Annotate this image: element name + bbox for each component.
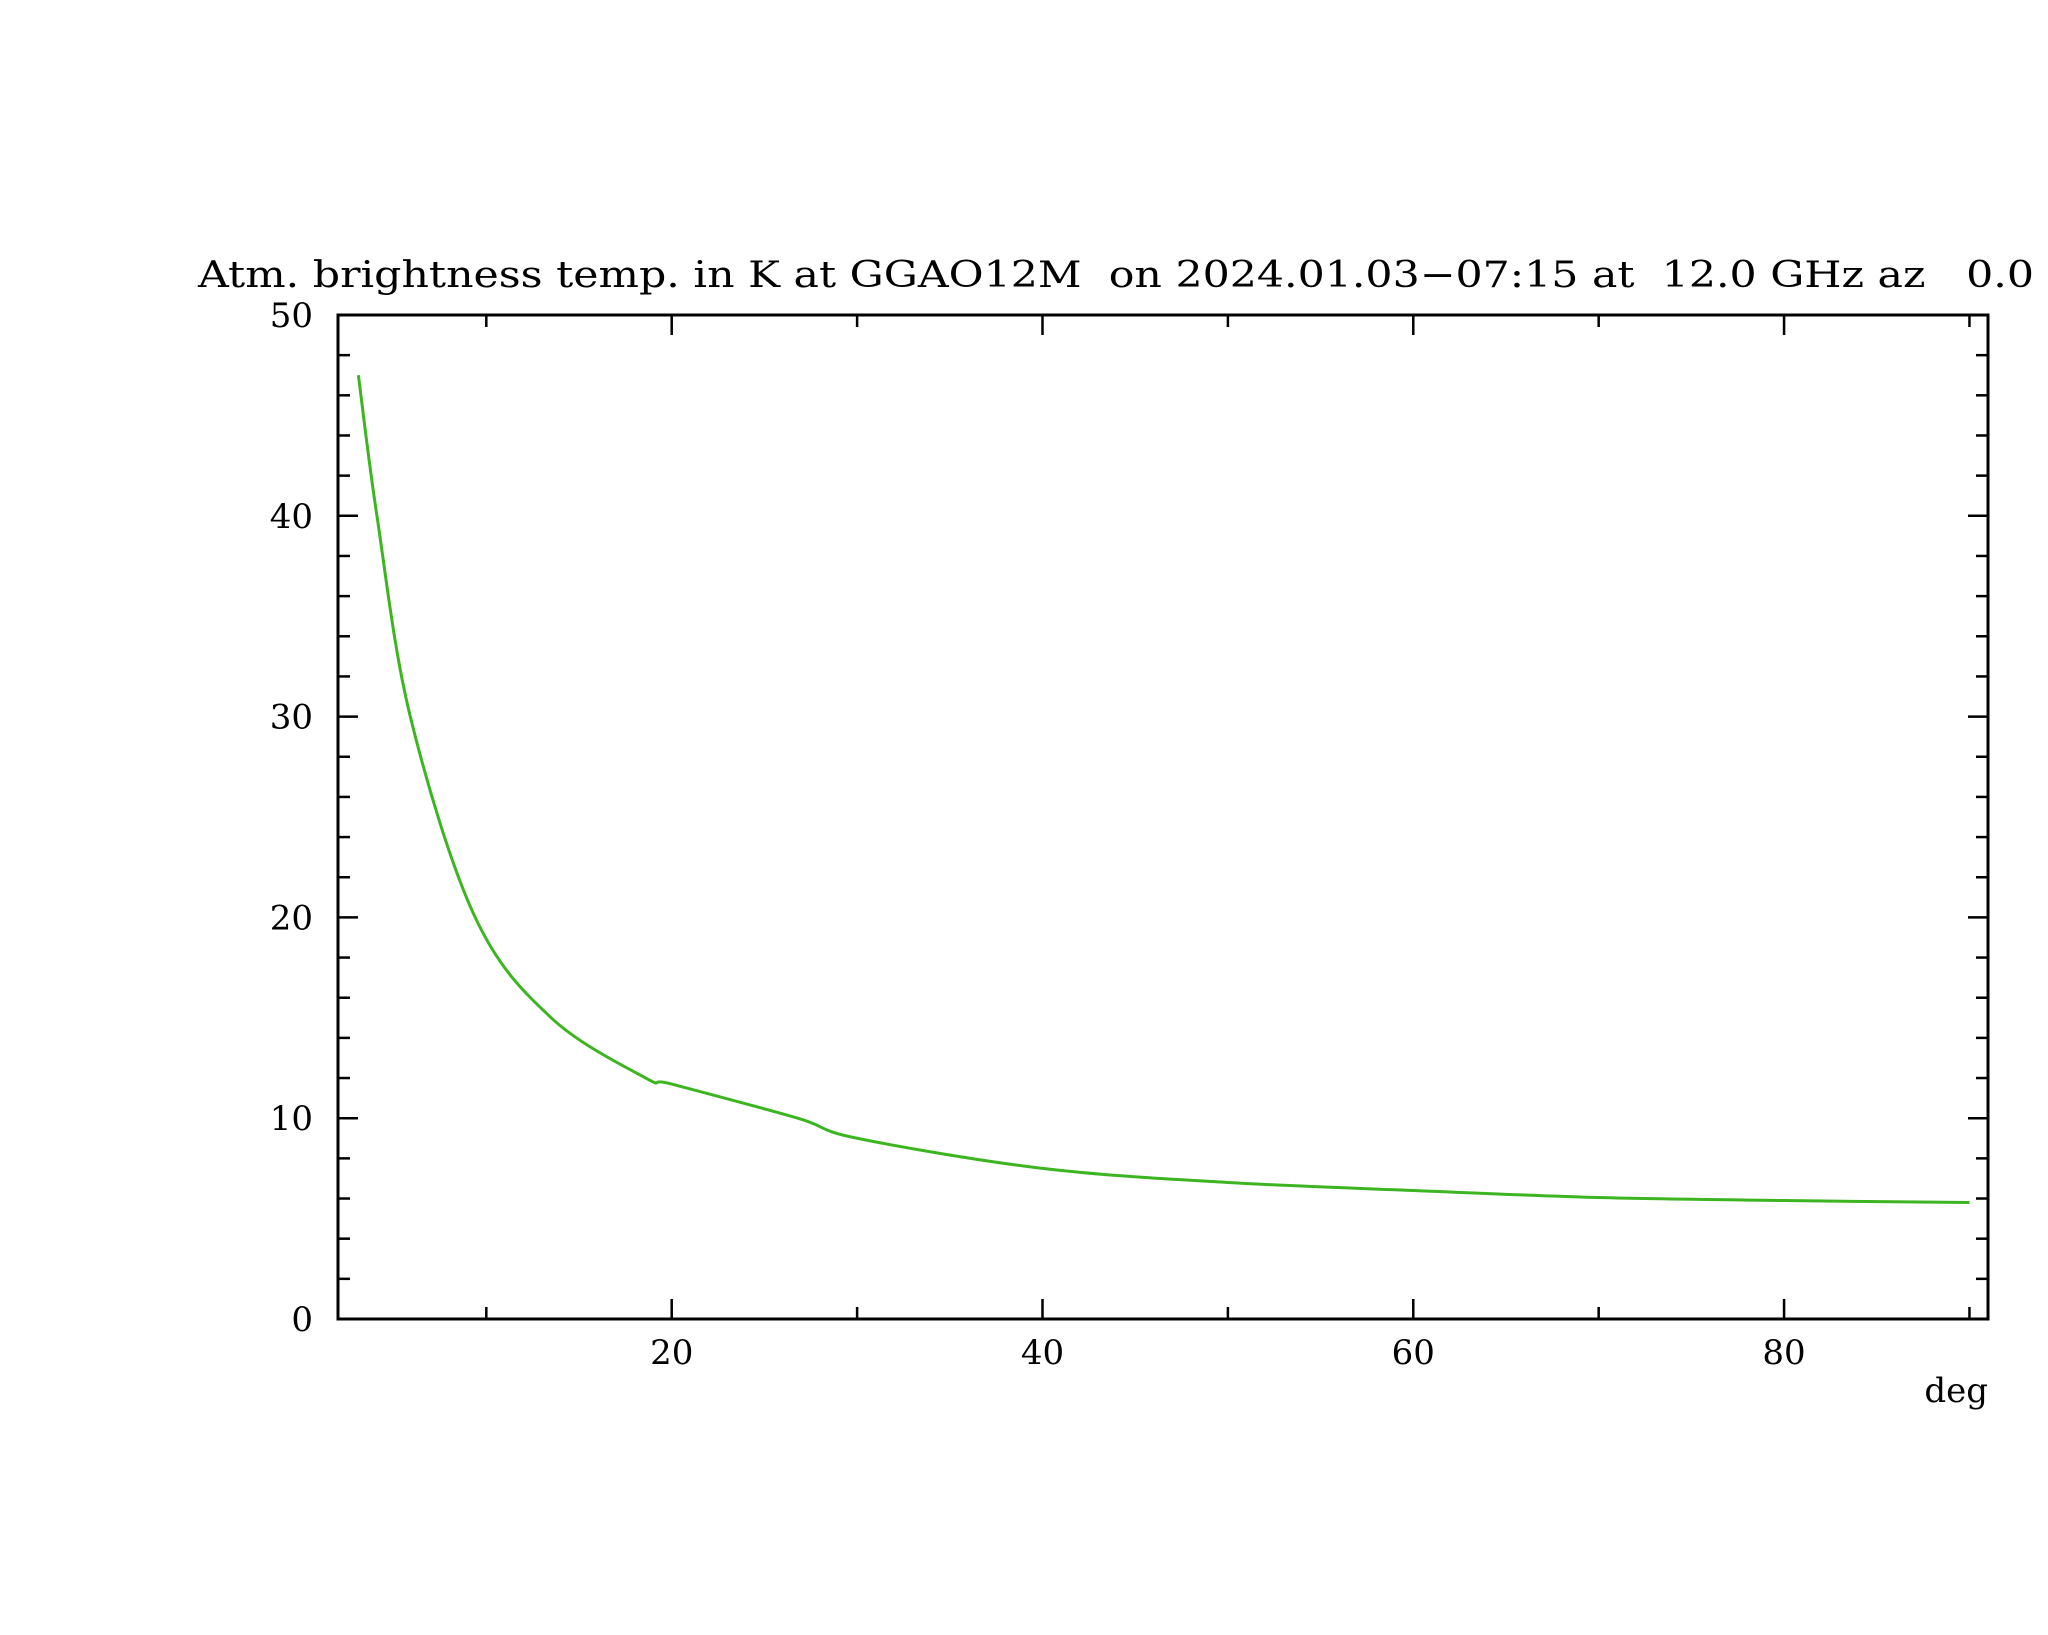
y-tick-label: 50 xyxy=(270,296,313,336)
y-tick-label: 20 xyxy=(270,898,313,938)
x-tick-label: 40 xyxy=(1021,1333,1064,1373)
series-line xyxy=(356,375,1970,1205)
x-tick-labels: 20 40 60 80 xyxy=(650,1333,1806,1373)
y-tick-label: 30 xyxy=(270,698,313,738)
axis-ticks xyxy=(338,313,1988,1321)
plot-frame xyxy=(336,313,1990,1321)
x-tick-label: 60 xyxy=(1392,1333,1435,1373)
y-tick-labels: 0 10 20 30 40 50 xyxy=(270,296,313,1340)
series-group xyxy=(356,375,1970,1205)
x-tick-label: 80 xyxy=(1762,1333,1805,1373)
y-tick-label: 0 xyxy=(291,1300,313,1340)
chart-title: Atm. brightness temp. in K at GGAO12M on… xyxy=(197,255,2034,296)
y-tick-label: 10 xyxy=(270,1099,313,1139)
x-axis-label: deg xyxy=(1924,1371,1988,1411)
y-tick-label: 40 xyxy=(270,497,313,537)
x-tick-label: 20 xyxy=(650,1333,693,1373)
